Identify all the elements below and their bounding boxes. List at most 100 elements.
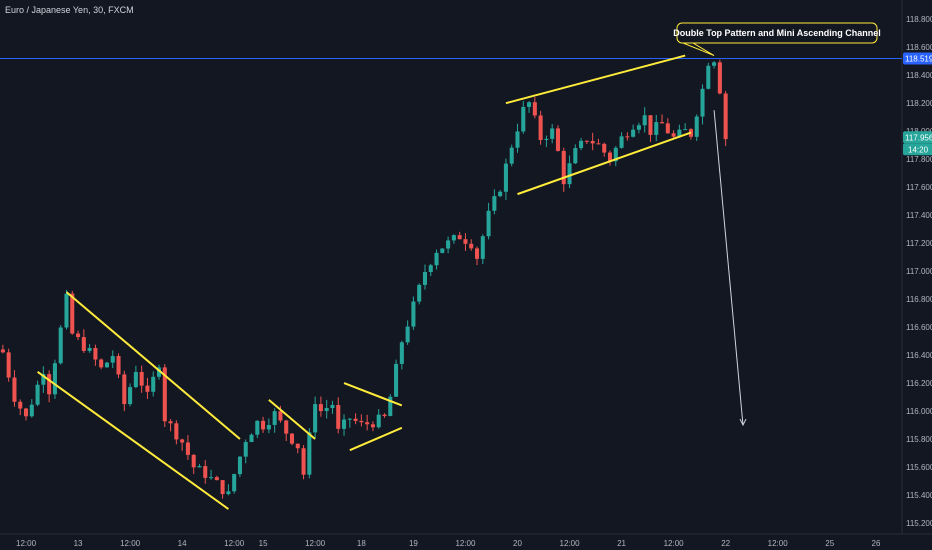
candle-body <box>463 239 468 244</box>
candle-body <box>544 138 549 140</box>
descending-channel-lower <box>36 371 229 510</box>
x-tick-label: 22 <box>721 539 730 548</box>
candle-body <box>607 152 613 162</box>
y-tick-label: 117.200 <box>906 239 932 248</box>
candle-body <box>631 129 636 137</box>
candle-body <box>226 491 231 495</box>
candle-body <box>6 352 11 378</box>
candle-body <box>180 439 185 443</box>
candle-body <box>313 404 318 433</box>
candle-body <box>156 367 162 377</box>
candle-body <box>613 147 618 162</box>
candle-body <box>220 480 225 495</box>
x-tick-label: 13 <box>74 539 83 548</box>
candle-body <box>110 356 115 363</box>
x-tick-label: 14 <box>178 539 187 548</box>
candle-body <box>301 448 306 475</box>
candle-body <box>440 248 445 253</box>
candle-body <box>365 422 370 425</box>
y-tick-label: 115.800 <box>906 435 932 444</box>
ascending-channel-upper <box>505 54 686 105</box>
countdown-bg <box>903 143 932 156</box>
candle-body <box>665 123 670 134</box>
candle-body <box>278 411 283 421</box>
candle-body <box>642 115 647 126</box>
candle-body <box>342 419 347 429</box>
candle-body <box>29 404 34 417</box>
y-tick-label: 118.800 <box>906 15 932 24</box>
candle-body <box>174 423 179 440</box>
candle-body <box>18 401 23 409</box>
y-axis-panel <box>902 0 932 550</box>
candle-body <box>434 252 439 266</box>
candle-body <box>648 115 653 135</box>
last-price-tag-bg <box>903 131 932 144</box>
candle-body <box>602 143 607 153</box>
candle-body <box>503 163 508 192</box>
candle-body <box>0 349 5 353</box>
candle-body <box>538 115 543 140</box>
y-tick-label: 115.600 <box>906 463 932 472</box>
candle-body <box>446 240 451 249</box>
candle-body <box>683 129 688 131</box>
candle-body <box>128 387 133 405</box>
ascending-channel-lower <box>517 131 692 196</box>
candle-body <box>527 102 532 107</box>
candle-body <box>307 432 312 475</box>
candle-body <box>700 88 705 117</box>
candle-body <box>619 136 624 148</box>
x-tick-label: 12:00 <box>120 539 141 548</box>
projection-arrowhead <box>739 418 747 427</box>
annotation-pointer <box>682 42 715 57</box>
x-tick-label: 21 <box>617 539 626 548</box>
candle-body <box>451 235 456 241</box>
hline-price-tag-label: 118.519 <box>905 55 932 64</box>
x-tick-label: 26 <box>872 539 881 548</box>
candle-body <box>318 404 323 412</box>
candle-body <box>515 131 520 148</box>
candle-body <box>347 418 352 420</box>
candle-body <box>590 141 595 144</box>
candle-body <box>636 125 641 130</box>
candle-body <box>717 62 722 94</box>
candle-body <box>532 102 537 116</box>
y-tick-label: 116.800 <box>906 295 932 304</box>
candle-body <box>145 385 150 392</box>
candle-body <box>35 384 40 405</box>
x-tick-label: 20 <box>513 539 522 548</box>
descending-channel-upper <box>65 291 241 440</box>
candle-body <box>295 443 300 449</box>
candle-body <box>203 466 208 478</box>
candle-body <box>249 434 254 443</box>
y-tick-label: 118.400 <box>906 71 932 80</box>
candle-body <box>671 133 676 137</box>
candle-body <box>480 236 485 259</box>
candle-body <box>394 363 399 397</box>
x-tick-label: 12:00 <box>305 539 326 548</box>
candle-body <box>370 424 375 428</box>
candle-body <box>70 293 75 334</box>
candle-body <box>723 93 728 140</box>
x-tick-label: 25 <box>825 539 834 548</box>
y-tick-label: 116.000 <box>906 407 932 416</box>
candle-body <box>561 150 566 185</box>
annotation-box <box>676 22 878 44</box>
y-tick-label: 115.200 <box>906 519 932 528</box>
candle-body <box>567 163 572 185</box>
candle-body <box>555 128 560 151</box>
candle-body <box>486 210 491 237</box>
candle-body <box>214 477 219 481</box>
y-tick-label: 115.400 <box>906 491 932 500</box>
candle-body <box>47 374 52 395</box>
candle-body <box>261 420 266 430</box>
candle-body <box>58 327 63 364</box>
candle-body <box>139 372 144 386</box>
candle-body <box>289 433 295 444</box>
candle-body <box>284 420 289 434</box>
candle-body <box>359 420 364 423</box>
candle-body <box>237 456 242 475</box>
candle-body <box>550 128 555 139</box>
candle-body <box>41 374 46 385</box>
candle-body <box>417 284 422 302</box>
